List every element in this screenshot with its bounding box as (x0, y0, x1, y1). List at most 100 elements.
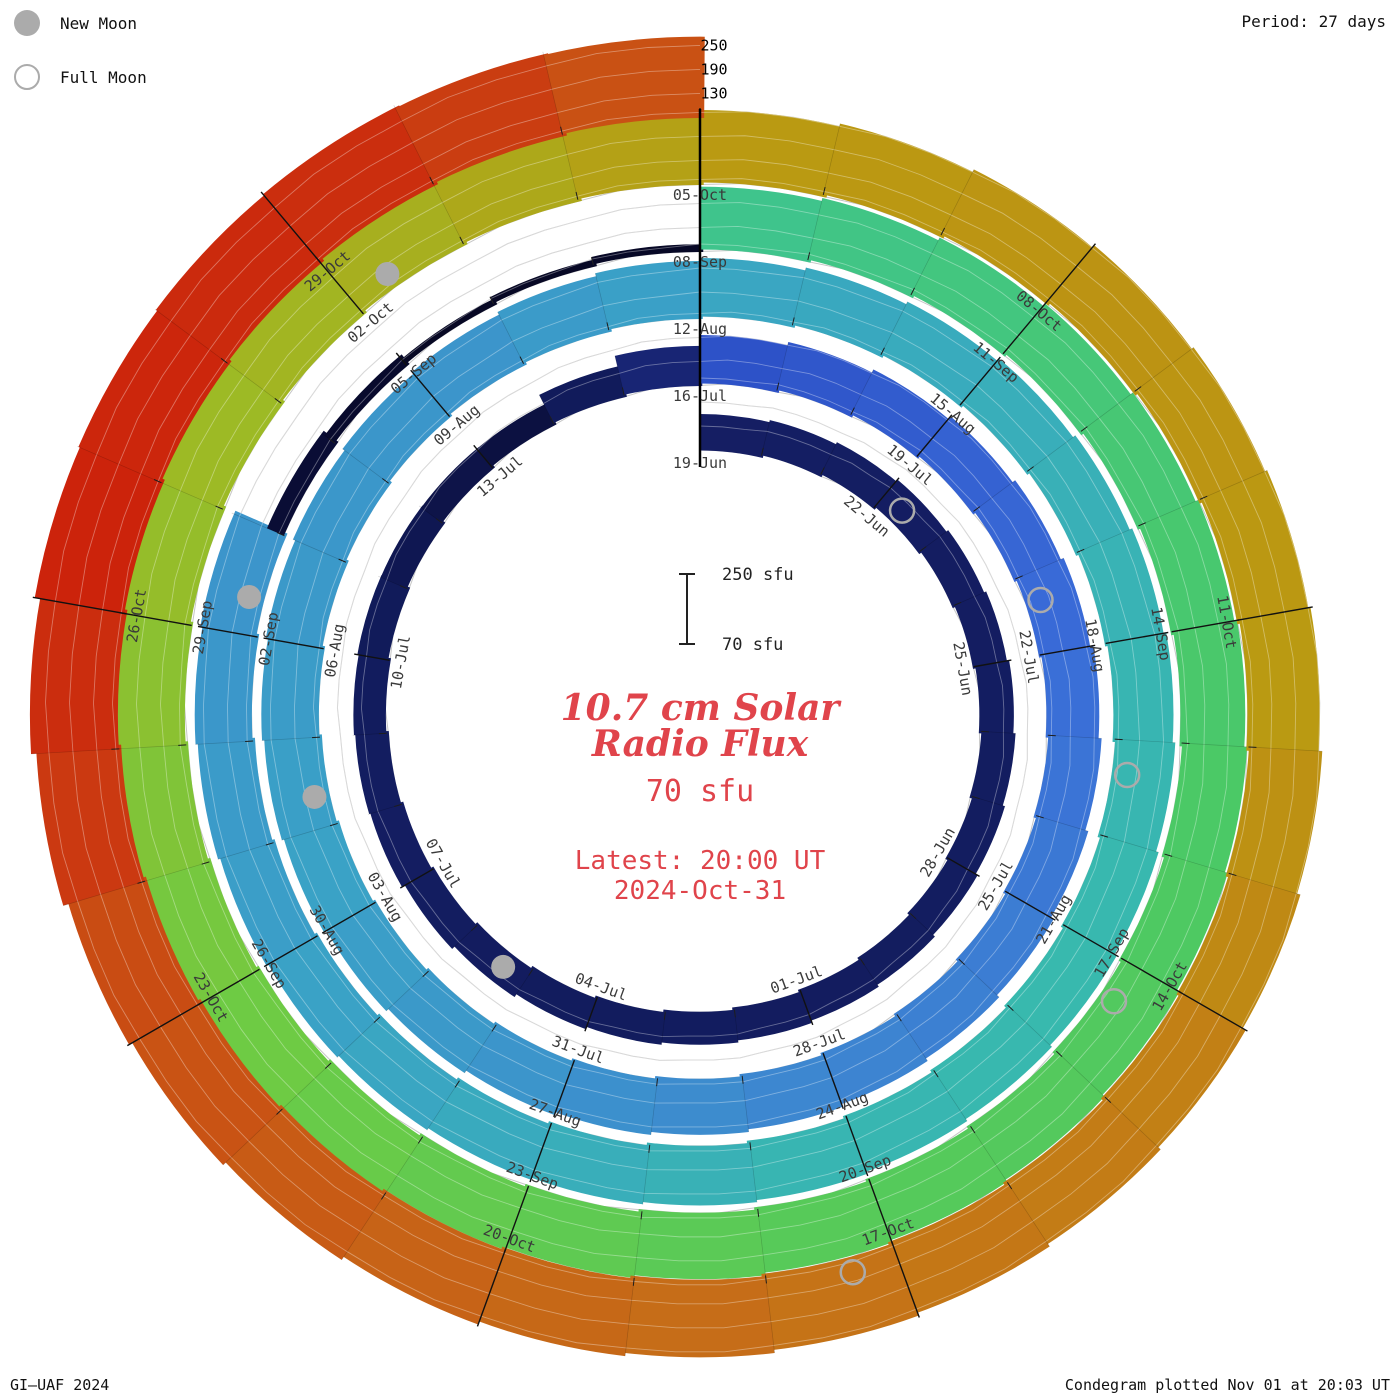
tick-3day (973, 659, 1012, 668)
tick-3day (946, 857, 980, 878)
flux-bar (543, 36, 705, 135)
flux-bar (476, 403, 557, 467)
tick-day-faint (418, 505, 442, 523)
flux-bar (1077, 528, 1165, 647)
flux-bar (659, 1009, 739, 1045)
tick-day-faint (1105, 1097, 1161, 1150)
tick-day-faint (1249, 746, 1323, 752)
tick-3day (916, 414, 953, 457)
flux-bar (219, 839, 317, 966)
tick-3day (119, 611, 192, 627)
tick-day (973, 506, 981, 512)
flux-bar (966, 1051, 1105, 1182)
tick-day (435, 518, 443, 524)
tick-day-faint (451, 925, 477, 950)
tick-day-faint (341, 1193, 386, 1261)
tick-3day (395, 352, 408, 366)
flux-bar (1100, 992, 1246, 1151)
legend-row-new-moon: New Moon (14, 8, 147, 38)
flux-bar (1081, 392, 1198, 530)
tick-day-faint (1007, 1182, 1050, 1247)
tick-3day (553, 1059, 576, 1118)
tick-day-faint (594, 273, 609, 330)
flux-bar (1173, 620, 1246, 751)
tick-3day (321, 901, 376, 934)
flux-bar (1060, 834, 1159, 958)
tick-day (549, 416, 555, 424)
flux-bar (266, 932, 380, 1058)
tick-3day (197, 625, 258, 638)
tick-day-faint (538, 394, 554, 423)
tick-day (591, 257, 594, 266)
new-moon-marker (491, 954, 516, 979)
tick-3day (399, 868, 434, 889)
flux-bar (369, 801, 433, 888)
legend-row-full-moon: Full Moon (14, 62, 147, 92)
tick-day-faint (933, 1070, 968, 1122)
flux-bar (911, 237, 1047, 357)
tick-day (471, 924, 478, 931)
tick-day (632, 1277, 635, 1286)
tick-day (1076, 548, 1085, 553)
flux-bar (324, 899, 429, 1012)
flux-bar (431, 131, 582, 244)
tick-3day (263, 637, 324, 650)
flux-bar (1161, 743, 1248, 876)
tick-day (429, 176, 434, 185)
plotted-timestamp: Condegram plotted Nov 01 at 20:03 UT (1064, 1376, 1390, 1394)
tick-day (1006, 1182, 1013, 1190)
tick-day-faint (143, 861, 209, 883)
tick-day (137, 880, 146, 884)
flux-bar (115, 609, 194, 749)
tick-3day (315, 256, 364, 315)
tick-day (1100, 834, 1109, 838)
tick-day-faint (1016, 557, 1064, 579)
tick-day-faint (823, 123, 841, 195)
tick-day (776, 382, 780, 391)
tick-day (1164, 853, 1173, 857)
flux-bar (78, 306, 232, 483)
flux-bar (865, 1126, 1008, 1242)
tick-day-faint (1036, 815, 1089, 832)
tick-day-faint (765, 1276, 775, 1354)
tick-day (1055, 1050, 1063, 1057)
tick-3day (32, 596, 126, 615)
tick-day (528, 968, 534, 976)
tick-day (958, 958, 965, 966)
flux-bar (119, 741, 209, 882)
flux-bar (1002, 1097, 1161, 1247)
tick-day-faint (426, 1081, 460, 1131)
flux-bar (754, 1180, 892, 1274)
tick-day-faint (367, 804, 402, 815)
scale-bottom-label: 70 sfu (722, 635, 783, 655)
tick-day (880, 347, 885, 356)
tick-day (757, 1208, 760, 1217)
tick-day (454, 1080, 460, 1088)
tick-day (940, 227, 946, 236)
tick-3day (1004, 890, 1056, 921)
tick-day (733, 1009, 736, 1018)
tick-day (765, 1275, 767, 1284)
tick-3day (197, 968, 260, 1006)
flux-bar (700, 258, 809, 328)
tick-day (1035, 815, 1044, 819)
grid-spiral-overlay (45, 45, 1321, 1353)
tick-day-faint (1200, 469, 1268, 500)
tick-3day (1002, 301, 1048, 355)
tick-day (328, 438, 336, 444)
tick-day (749, 1142, 752, 1151)
tick-day (373, 1016, 381, 1023)
tick-day-faint (860, 959, 880, 988)
tick-day-faint (981, 731, 1016, 734)
new-moon-label: New Moon (60, 13, 138, 33)
flux-bar (954, 591, 1008, 669)
tick-day (153, 479, 162, 484)
tick-day-faint (514, 969, 533, 998)
flux-bar (342, 371, 453, 483)
tick-day (215, 505, 224, 510)
tick-day (656, 1078, 659, 1087)
tick-day-faint (31, 748, 119, 755)
tick-day-faint (1008, 1005, 1053, 1048)
flux-bar (539, 365, 627, 424)
